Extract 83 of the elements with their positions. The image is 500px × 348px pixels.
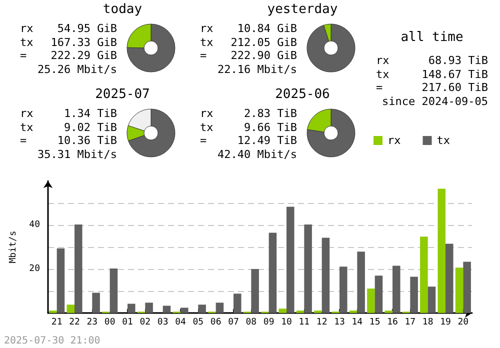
bar [357, 252, 365, 313]
bar [92, 292, 100, 313]
x-tick-label: 13 [334, 318, 345, 328]
x-tick-label: 03 [157, 318, 168, 328]
bar [162, 306, 171, 313]
x-tick-label: 19 [440, 318, 451, 328]
x-tick-label: 18 [422, 318, 434, 328]
bar [216, 302, 224, 313]
text: since 2024-09-05 [381, 94, 488, 108]
bar [428, 286, 436, 313]
text: = 217.60 TiB [376, 81, 488, 94]
text: rx 1.34 TiB [20, 107, 117, 120]
bar [180, 308, 188, 313]
bar [410, 276, 418, 313]
bar [374, 276, 383, 313]
text: rx 68.93 TiB [376, 54, 488, 67]
y-tick-label: 40 [29, 220, 40, 230]
bar [110, 268, 118, 313]
bar [322, 238, 330, 313]
text: rx 2.83 TiB [200, 107, 297, 120]
text: = 222.29 GiB [20, 49, 117, 62]
x-tick-label: 12 [316, 318, 328, 328]
text: rx 10.84 GiB [200, 22, 297, 35]
bar [455, 268, 464, 313]
bar [56, 248, 65, 313]
x-tick-label: 14 [352, 318, 363, 328]
bar [420, 236, 428, 313]
bar [74, 224, 82, 313]
x-tick-label: 23 [86, 318, 98, 328]
bar [438, 188, 446, 313]
x-tick-label: 16 [387, 318, 398, 328]
x-tick-label: 05 [192, 318, 204, 328]
bar [367, 288, 375, 313]
text: tx 9.66 TiB [200, 120, 297, 134]
chart-title: 2025-06 [274, 87, 331, 102]
x-tick-label: 04 [175, 318, 186, 328]
bar [251, 269, 259, 313]
text: tx 167.33 GiB [20, 36, 117, 48]
text: 35.31 Mbit/s [36, 148, 117, 161]
bar [128, 304, 136, 313]
legend-label: rx [388, 134, 402, 147]
text: tx 9.02 TiB [20, 120, 117, 134]
text: all time [400, 30, 464, 45]
chart-title: 2025-07 [94, 87, 151, 102]
text: tx 212.05 GiB [200, 36, 297, 48]
bar [340, 266, 348, 313]
text: 2025-07-30 21:00 [4, 336, 100, 346]
x-tick-label: 17 [404, 318, 416, 328]
x-tick-label: 09 [263, 318, 274, 328]
bar [234, 294, 242, 313]
x-tick-label: 20 [458, 318, 469, 328]
x-tick-label: 00 [104, 318, 116, 328]
x-tick-label: 08 [246, 318, 257, 328]
bar [278, 308, 286, 313]
x-tick-label: 06 [210, 318, 222, 328]
text: rx 54.95 GiB [20, 22, 117, 35]
bar [198, 304, 206, 313]
x-tick-label: 10 [281, 318, 292, 328]
bar [268, 232, 277, 313]
chart-title: today [102, 2, 144, 17]
text: tx 148.67 TiB [376, 68, 488, 80]
text: 22.16 Mbit/s [216, 62, 297, 76]
legend-label: tx [436, 134, 450, 147]
bar [66, 304, 74, 313]
x-tick-label: 11 [298, 318, 310, 328]
text: = 222.90 GiB [200, 49, 297, 62]
bar [286, 206, 294, 313]
x-tick-label: 21 [51, 318, 62, 328]
bar [446, 244, 454, 313]
bar [145, 302, 153, 313]
text: = 12.49 TiB [200, 134, 297, 147]
chart-title: yesterday [266, 2, 339, 17]
bar [392, 266, 400, 313]
bar [304, 224, 312, 313]
x-tick-label: 07 [228, 318, 239, 328]
x-tick-label: 02 [140, 318, 151, 328]
text: = 10.36 TiB [20, 134, 117, 147]
text: 42.40 Mbit/s [216, 148, 297, 161]
y-axis-title: Mbit/s [8, 230, 18, 264]
x-tick-label: 15 [369, 318, 380, 328]
text: 25.26 Mbit/s [36, 62, 117, 76]
x-tick-label: 22 [69, 318, 80, 328]
x-tick-label: 01 [122, 318, 133, 328]
